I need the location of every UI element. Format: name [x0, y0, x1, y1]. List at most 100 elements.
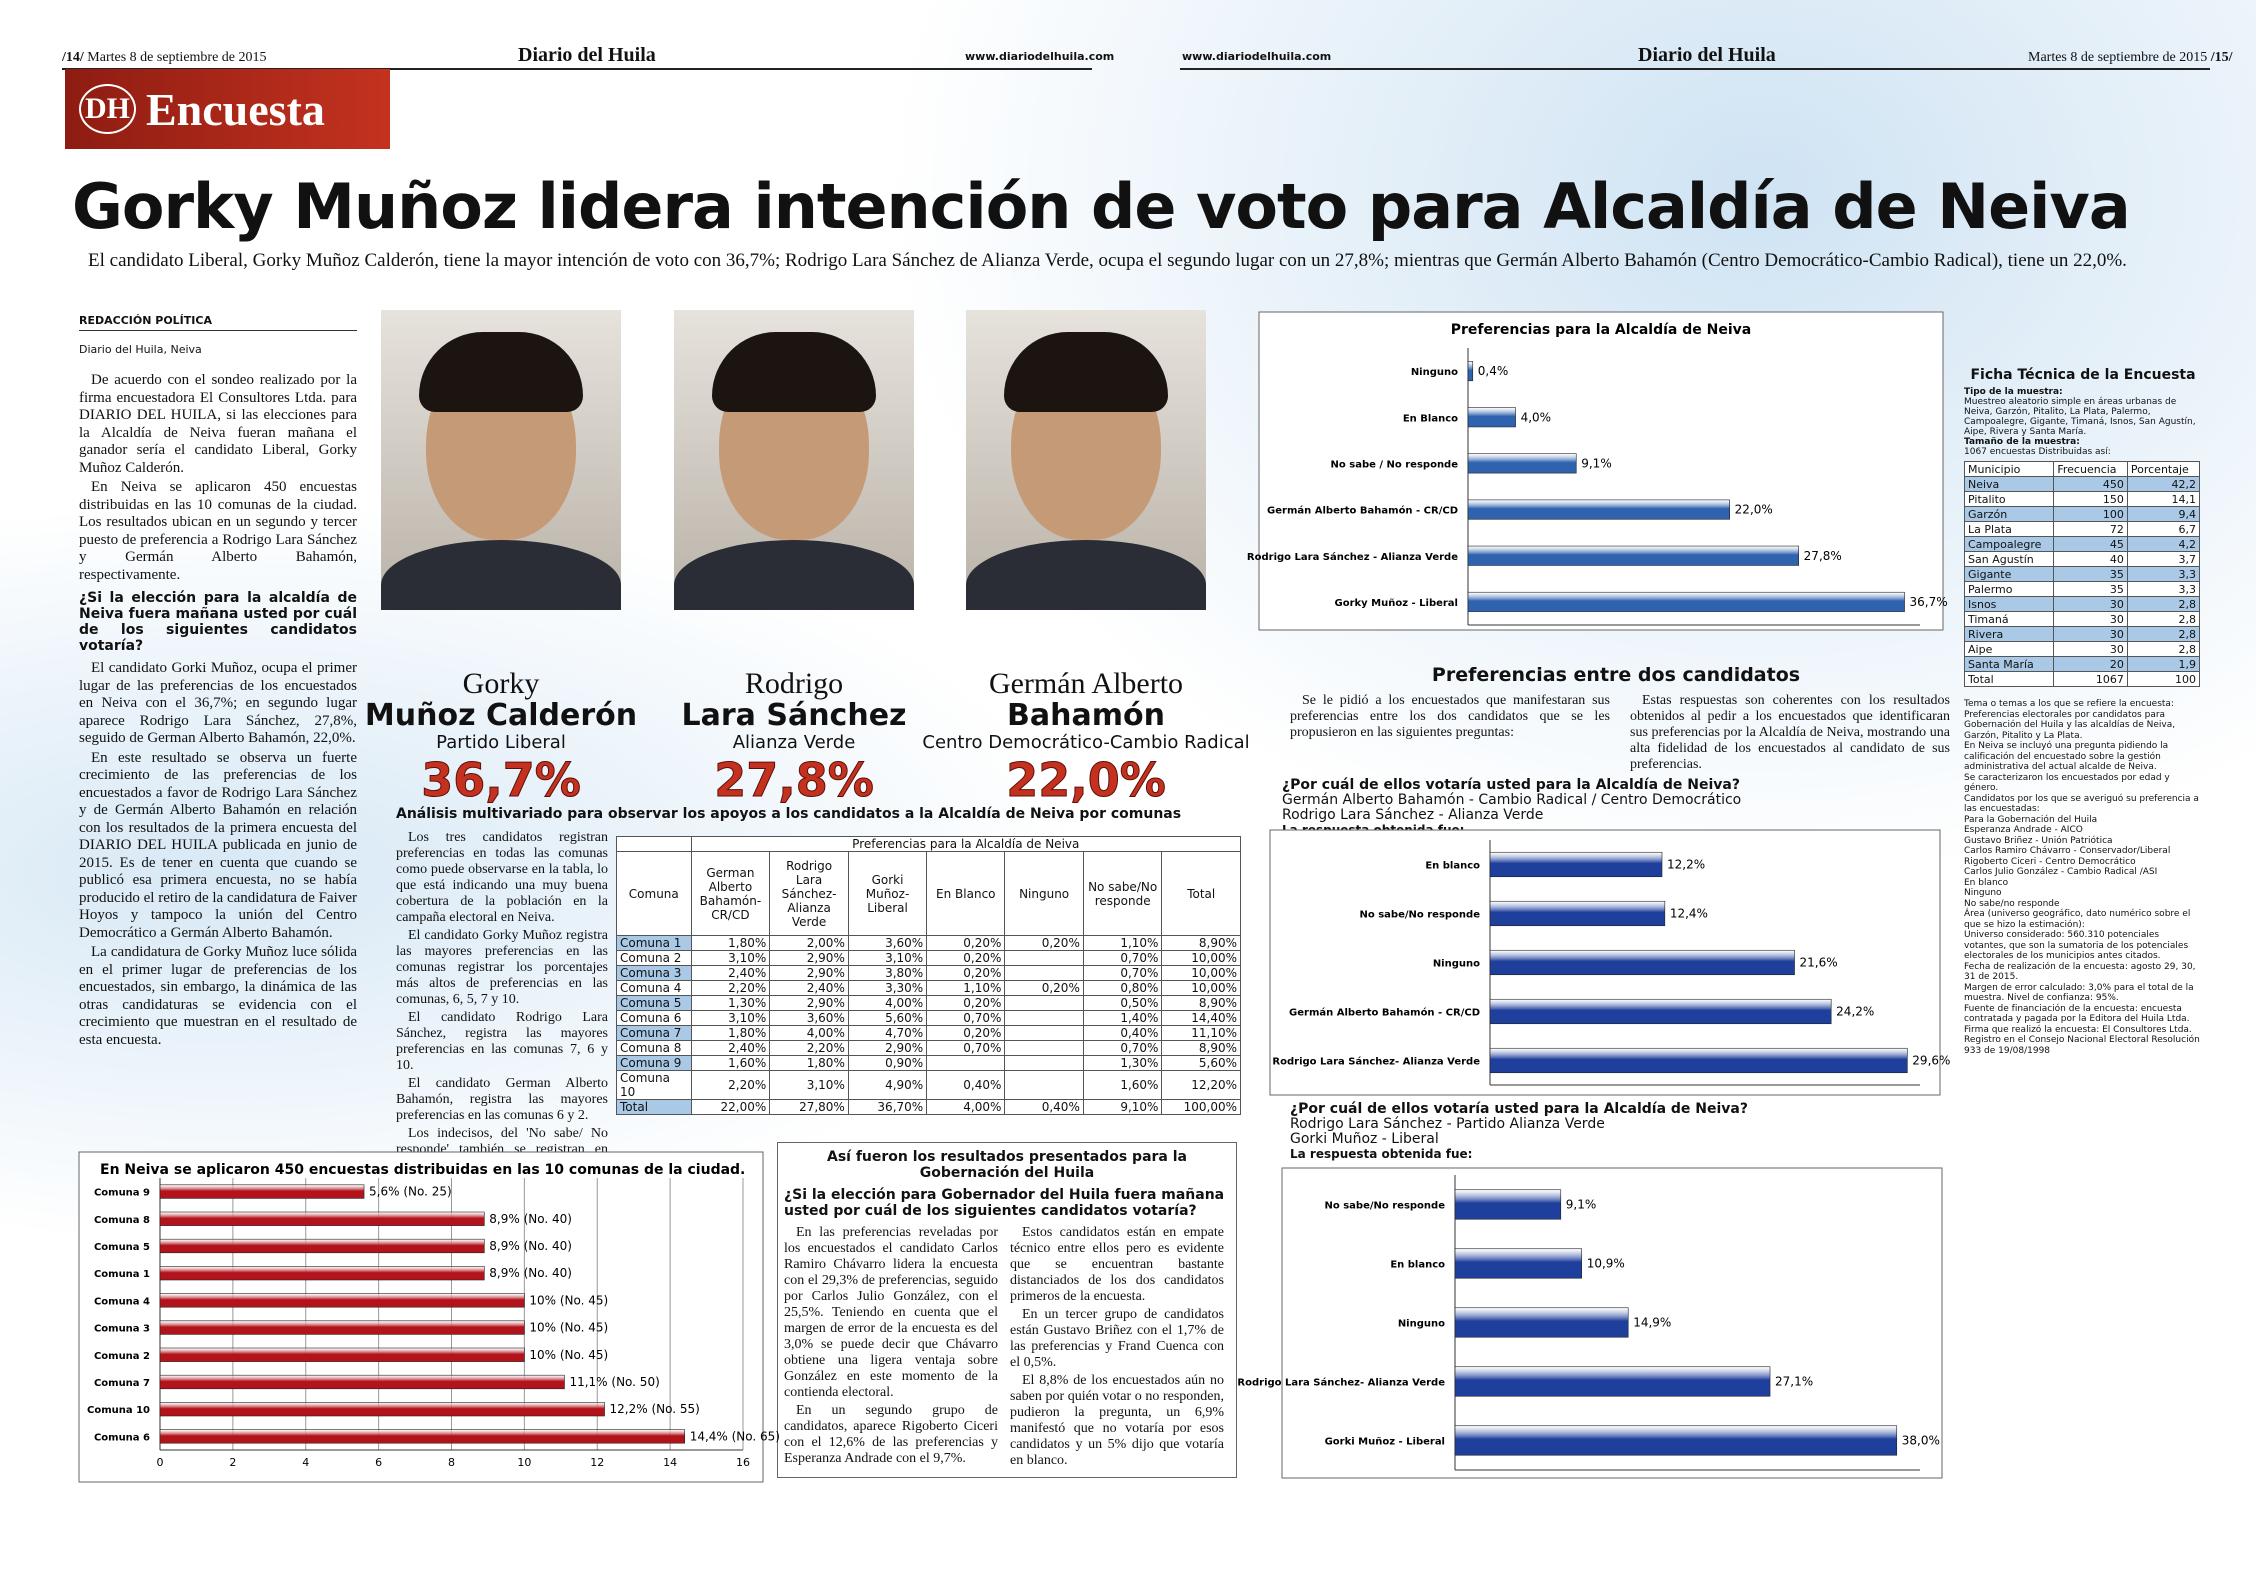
column: En las preferencias reveladas por los en… — [784, 1225, 998, 1471]
table-cell: Total — [616, 1099, 692, 1115]
section-text: Se le pidió a los encuestados que manife… — [1290, 693, 1950, 773]
paragraph: En un tercer grupo de candidatos están G… — [1010, 1307, 1224, 1370]
value-label: 14,4% (No. 65) — [690, 1429, 780, 1443]
table-cell: Isnos — [1963, 596, 2055, 612]
answer-label: La respuesta obtenida fue: — [1290, 1147, 1473, 1161]
x-tick-label: 0 — [157, 1456, 164, 1469]
table-cell: 12,20% — [1161, 1070, 1241, 1100]
table-row: Comuna 1 1,80% 2,00% 3,60% 0,20% 0,20% 1,10% 8,… — [616, 935, 1241, 951]
page-number: 15 — [2214, 50, 2229, 65]
table-cell: 2,90% — [769, 995, 849, 1011]
table-cell: 11,10% — [1161, 1025, 1241, 1041]
table-row: Isnos 30 2,8 — [1963, 596, 2201, 612]
table-cell: Comuna 8 — [616, 1040, 692, 1056]
table-cell: 30 — [2053, 596, 2128, 612]
candidate-photo — [674, 310, 914, 610]
table-cell: 3,30% — [847, 980, 928, 996]
bar — [1489, 900, 1666, 927]
table-cell: Comuna 7 — [616, 1025, 692, 1041]
column-header: Porcentaje — [2126, 461, 2201, 477]
header-row: Comuna German Alberto Bahamón-CR/CD Rodrig… — [616, 851, 1241, 936]
candidate-caption: Gorky Muñoz Calderón Partido Liberal 36,7% — [331, 668, 671, 808]
table-cell: 0,20% — [1004, 935, 1084, 951]
bar — [1467, 361, 1474, 382]
category-label: No sabe/No responde — [1325, 1201, 1446, 1212]
category-label: No sabe / No responde — [1331, 459, 1459, 470]
value-label: 38,0% — [1902, 1434, 1940, 1448]
table-cell: 8,90% — [1161, 935, 1241, 951]
bar — [1489, 949, 1795, 976]
bar — [1489, 851, 1663, 878]
logo: DH — [79, 84, 136, 134]
table-cell: 1,10% — [926, 980, 1006, 996]
table-cell: 42,2 — [2126, 476, 2201, 492]
table-cell: 9,10% — [1082, 1099, 1163, 1115]
table-cell: 30 — [2053, 611, 2128, 627]
table-cell: 0,80% — [1082, 980, 1163, 996]
dateline: Diario del Huila, Neiva — [79, 342, 202, 356]
header-rule — [1180, 68, 2210, 70]
table-row: Aipe 30 2,8 — [1963, 641, 2201, 657]
page-number: 14 — [65, 50, 80, 65]
note: En blanco — [1964, 877, 2009, 888]
category-label: Comuna 3 — [94, 1324, 150, 1335]
category-label: Rodrigo Lara Sánchez- Alianza Verde — [1237, 1377, 1445, 1389]
table-cell: 3,3 — [2126, 581, 2201, 597]
table-row: Total 22,00% 27,80% 36,70% 4,00% 0,40% 9,10% 10… — [616, 1099, 1241, 1115]
value-label: 27,1% — [1775, 1375, 1813, 1389]
table-cell: 3,10% — [690, 950, 771, 966]
table-row: Gigante 35 3,3 — [1963, 566, 2201, 582]
note: No sabe/no responde — [1964, 898, 2060, 909]
x-tick-label: 8 — [448, 1456, 455, 1469]
table-cell: Rivera — [1963, 626, 2055, 642]
table-cell: La Plata — [1963, 521, 2055, 537]
table-body: Comuna 1 1,80% 2,00% 3,60% 0,20% 0,20% 1,10% 8,… — [616, 935, 1241, 1115]
table-cell: Aipe — [1963, 641, 2055, 657]
value-label: 4,0% — [1521, 410, 1552, 424]
chart-lara_munoz: No sabe/No responde 9,1% En blanco 10,9% Nin… — [1237, 1167, 1943, 1479]
note: Firma que realizó la encuesta: El Consul… — [1964, 1024, 2200, 1056]
candidate-photo — [381, 310, 621, 610]
gobernacion-box: Así fueron los resultados presentados pa… — [777, 1142, 1237, 1478]
note: Área (universo geográfico, dato numérico… — [1964, 909, 2191, 930]
paragraphs: De acuerdo con el sondeo realizado por l… — [79, 372, 357, 584]
table-row: Comuna 2 3,10% 2,90% 3,10% 0,20% 0,70% 10,00% — [616, 950, 1241, 966]
bar — [159, 1184, 365, 1199]
table-cell: 0,20% — [1004, 980, 1084, 996]
paragraph: Los tres candidatos registran preferenci… — [396, 830, 608, 925]
masthead: Diario del Huila — [1638, 44, 1776, 66]
table-cell: 4,2 — [2126, 536, 2201, 552]
bar — [159, 1266, 485, 1281]
section-title: Preferencias entre dos candidatos — [1431, 664, 1801, 686]
table-cell: 1,10% — [1082, 935, 1163, 951]
table-cell: 100 — [2053, 506, 2128, 522]
table-cell: 0,20% — [926, 935, 1006, 951]
value-label: 36,7% — [1910, 595, 1948, 609]
category-label: Ninguno — [1433, 959, 1480, 970]
table-cell: San Agustín — [1963, 551, 2055, 567]
candidate-party: Alianza Verde — [732, 732, 856, 753]
table-cell: 27,80% — [769, 1099, 849, 1115]
table-cell: 2,8 — [2126, 596, 2201, 612]
table-cell: 14,1 — [2126, 491, 2201, 507]
table-row: Comuna 10 2,20% 3,10% 4,90% 0,40% 1,60% 12,20% — [616, 1070, 1241, 1100]
x-tick-label: 14 — [663, 1456, 677, 1469]
bar — [1467, 591, 1905, 612]
page-number-left: /14/ Martes 8 de septiembre de 2015 — [62, 50, 267, 65]
column-header: Rodrigo Lara Sánchez-Alianza Verde — [769, 851, 849, 936]
table-cell — [1004, 950, 1084, 966]
table-cell: 2,40% — [690, 1040, 771, 1056]
note: Candidatos por los que se averiguó su pr… — [1964, 793, 2199, 815]
column-header: Total — [1161, 851, 1241, 936]
table-cell: 150 — [2053, 491, 2128, 507]
paragraph: Estas respuestas son coherentes con los … — [1630, 693, 1950, 772]
question-block: ¿Por cuál de ellos votaría usted para la… — [1290, 1102, 1950, 1162]
bar — [1467, 545, 1799, 566]
note: Carlos Julio González - Cambio Radical /… — [1964, 867, 2158, 877]
value-label: 10,9% — [1587, 1257, 1625, 1271]
table-cell: 10,00% — [1161, 965, 1241, 981]
candidate-percent: 27,8% — [714, 753, 875, 808]
table-cell: 2,8 — [2126, 641, 2201, 657]
table-cell: Comuna 5 — [616, 995, 692, 1011]
table-cell: Total — [1963, 671, 2055, 687]
